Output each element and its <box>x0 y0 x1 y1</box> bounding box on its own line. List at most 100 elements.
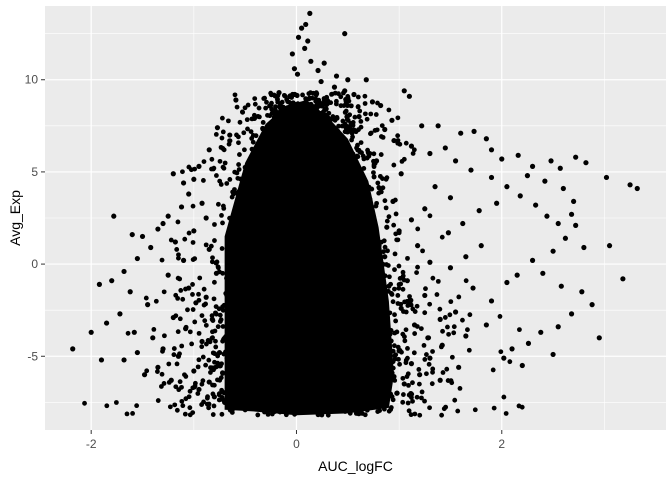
data-point <box>261 366 267 372</box>
data-point <box>134 255 140 262</box>
data-point <box>345 77 351 83</box>
data-point <box>330 393 336 399</box>
data-point <box>235 228 240 234</box>
data-point <box>293 226 299 232</box>
data-point <box>249 186 255 192</box>
data-point <box>227 177 233 182</box>
data-point <box>212 279 217 285</box>
data-point <box>272 154 277 160</box>
data-point <box>309 332 315 338</box>
data-point <box>448 299 454 305</box>
data-point <box>245 126 250 132</box>
data-point <box>259 396 265 402</box>
data-point <box>339 246 345 252</box>
data-point <box>432 184 438 190</box>
data-point <box>155 398 161 403</box>
data-point <box>109 278 115 284</box>
data-point <box>276 376 282 382</box>
data-point <box>254 208 259 214</box>
data-point <box>173 384 179 390</box>
data-point <box>581 244 587 251</box>
data-point <box>303 381 309 387</box>
data-point <box>317 280 323 285</box>
data-point <box>468 167 474 173</box>
data-point <box>303 228 309 234</box>
data-point <box>373 375 378 380</box>
data-point <box>334 254 340 259</box>
data-point <box>302 212 308 218</box>
data-point <box>419 395 424 401</box>
data-point <box>339 211 345 217</box>
data-point <box>226 330 232 336</box>
data-point <box>250 133 256 138</box>
data-point <box>324 141 330 147</box>
data-point <box>321 198 327 204</box>
data-point <box>349 193 355 199</box>
data-point <box>557 165 563 171</box>
data-point <box>422 310 428 316</box>
data-point <box>260 126 266 132</box>
data-point <box>228 405 234 411</box>
data-point <box>200 354 206 360</box>
data-point <box>278 400 284 406</box>
data-point <box>289 107 295 113</box>
data-point <box>275 316 281 322</box>
data-point <box>308 305 314 311</box>
data-point <box>236 281 242 286</box>
data-point <box>348 336 353 342</box>
data-point <box>383 361 389 367</box>
data-point <box>445 230 451 236</box>
data-point <box>211 367 216 373</box>
data-point <box>237 356 243 362</box>
data-point <box>159 257 165 263</box>
data-point <box>228 269 233 275</box>
data-point <box>297 285 302 291</box>
data-point <box>560 185 566 192</box>
data-point <box>362 111 368 117</box>
data-point <box>334 248 340 253</box>
data-point <box>274 228 280 234</box>
data-point <box>423 286 428 292</box>
data-point <box>307 364 313 370</box>
data-point <box>241 378 247 384</box>
data-point <box>346 290 352 296</box>
data-point <box>350 390 356 396</box>
data-point <box>257 393 263 399</box>
data-point <box>400 331 406 337</box>
data-point <box>294 369 300 375</box>
data-point <box>224 301 230 307</box>
data-point <box>190 307 196 312</box>
data-point <box>256 325 262 331</box>
data-point <box>388 407 394 412</box>
data-point <box>267 236 273 241</box>
data-point <box>231 258 237 264</box>
data-point <box>210 412 216 417</box>
data-point <box>250 230 255 235</box>
data-point <box>153 298 159 304</box>
data-point <box>302 371 308 377</box>
data-point <box>232 377 238 383</box>
data-point <box>255 412 261 418</box>
data-point <box>458 130 464 136</box>
data-point <box>430 349 435 354</box>
data-point <box>196 386 202 393</box>
data-point <box>395 138 401 143</box>
data-point <box>319 103 325 109</box>
data-point <box>251 277 257 282</box>
data-point <box>356 226 361 232</box>
data-point <box>284 287 290 293</box>
data-point <box>291 327 297 333</box>
data-point <box>239 349 244 354</box>
data-point <box>323 228 328 234</box>
data-point <box>410 151 416 156</box>
data-point <box>227 132 233 138</box>
data-point <box>195 391 201 396</box>
data-point <box>139 233 146 240</box>
data-point <box>263 342 269 348</box>
data-point <box>219 411 225 417</box>
data-point <box>533 202 539 208</box>
data-point <box>261 295 267 301</box>
data-point <box>483 322 489 328</box>
data-point <box>437 306 443 312</box>
data-point <box>271 114 277 120</box>
